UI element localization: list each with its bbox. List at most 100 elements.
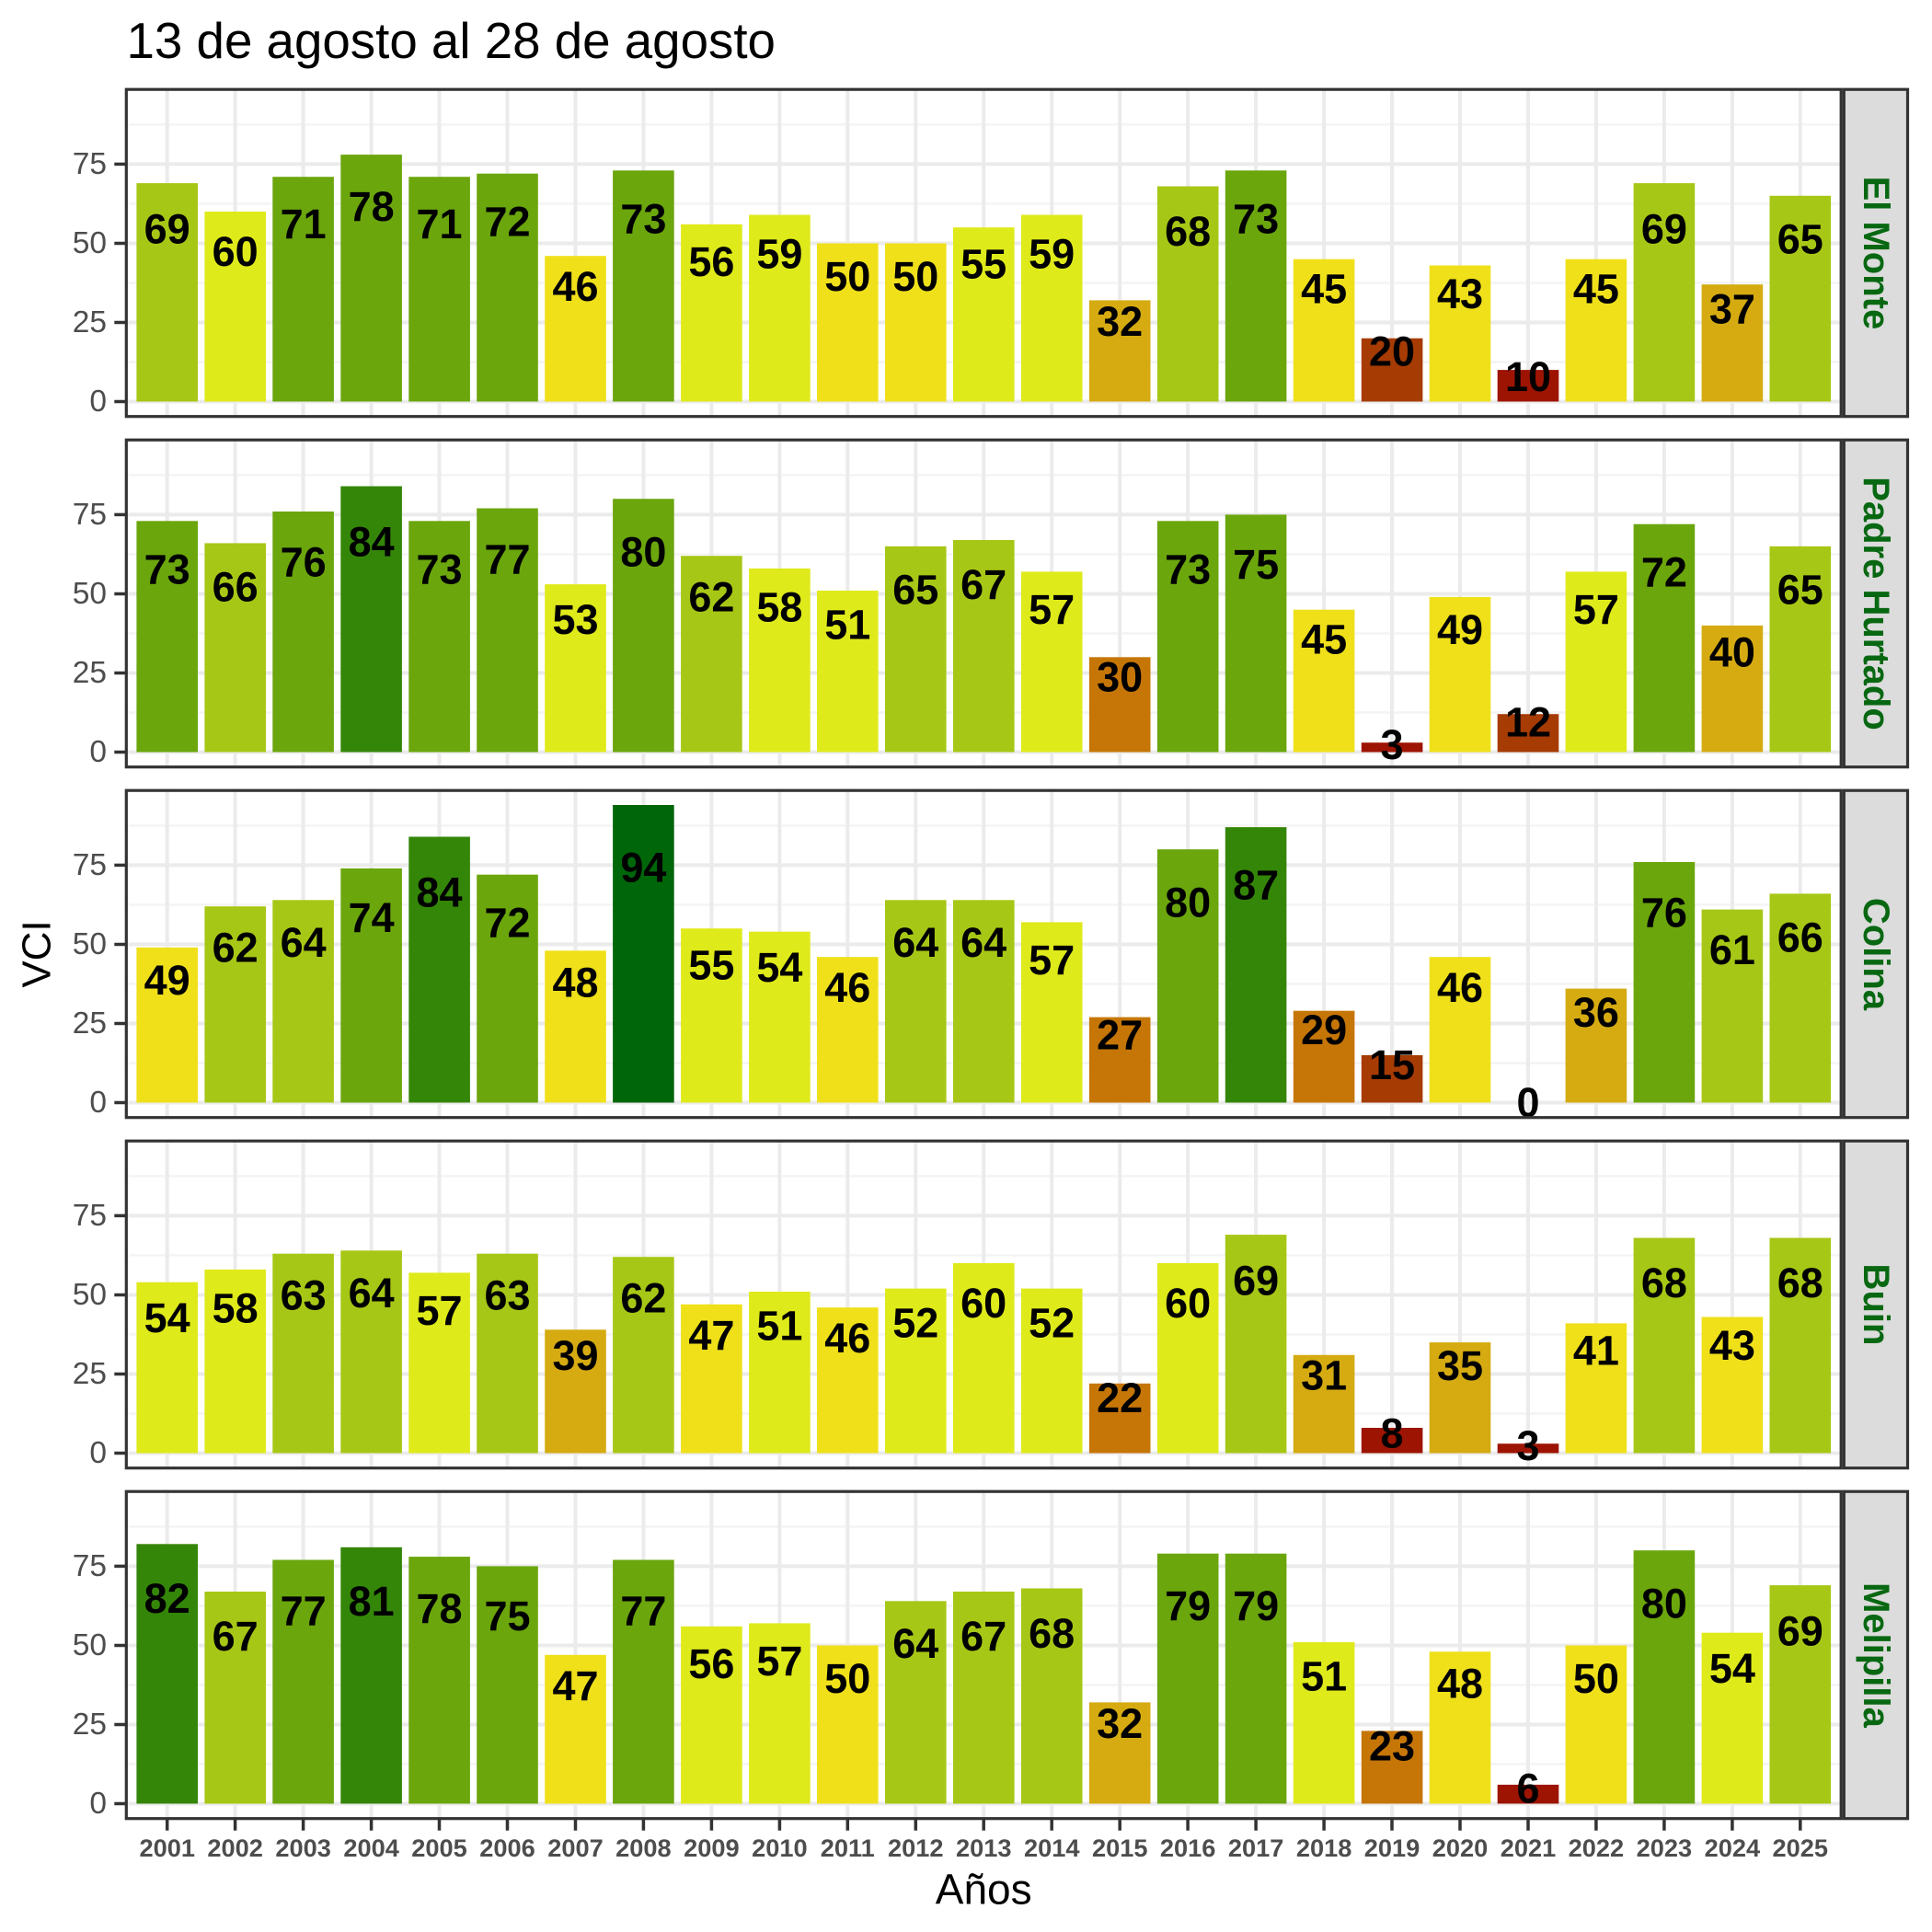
svg-text:3: 3 (1380, 721, 1403, 768)
svg-text:45: 45 (1301, 616, 1347, 663)
svg-text:50: 50 (73, 1278, 107, 1312)
svg-text:Melipilla: Melipilla (1856, 1582, 1896, 1729)
svg-text:79: 79 (1233, 1582, 1279, 1629)
svg-text:43: 43 (1709, 1322, 1755, 1369)
svg-text:45: 45 (1301, 266, 1347, 313)
svg-text:55: 55 (688, 942, 734, 989)
svg-text:67: 67 (213, 1613, 259, 1660)
svg-text:56: 56 (688, 238, 734, 285)
svg-text:25: 25 (73, 1357, 107, 1391)
svg-text:75: 75 (73, 498, 107, 532)
svg-text:48: 48 (1437, 1661, 1483, 1708)
svg-text:57: 57 (1029, 586, 1075, 633)
svg-text:50: 50 (73, 226, 107, 260)
svg-text:2010: 2010 (752, 1834, 807, 1862)
svg-text:54: 54 (756, 944, 802, 991)
svg-text:2015: 2015 (1092, 1834, 1147, 1862)
svg-text:56: 56 (688, 1640, 734, 1687)
svg-text:66: 66 (1777, 914, 1823, 961)
svg-text:46: 46 (824, 964, 870, 1011)
svg-text:60: 60 (1165, 1280, 1211, 1327)
svg-text:75: 75 (73, 848, 107, 882)
svg-text:32: 32 (1097, 1700, 1143, 1747)
svg-text:6: 6 (1516, 1765, 1539, 1812)
svg-text:13 de agosto al 28 de agosto: 13 de agosto al 28 de agosto (127, 12, 776, 69)
svg-text:65: 65 (1777, 566, 1823, 613)
svg-text:2006: 2006 (479, 1834, 535, 1862)
svg-text:55: 55 (960, 241, 1006, 288)
svg-text:79: 79 (1165, 1582, 1211, 1629)
svg-text:80: 80 (1641, 1581, 1687, 1627)
svg-text:75: 75 (484, 1593, 530, 1639)
svg-text:50: 50 (1573, 1655, 1619, 1702)
svg-text:2014: 2014 (1024, 1834, 1079, 1862)
svg-text:65: 65 (1777, 215, 1823, 262)
svg-text:VCI: VCI (15, 920, 60, 987)
svg-text:62: 62 (213, 925, 259, 972)
svg-text:68: 68 (1029, 1610, 1075, 1657)
svg-text:75: 75 (73, 1549, 107, 1583)
svg-text:73: 73 (620, 196, 666, 243)
svg-text:25: 25 (73, 1708, 107, 1742)
svg-text:71: 71 (416, 201, 462, 247)
svg-text:73: 73 (416, 546, 462, 593)
svg-text:67: 67 (960, 1613, 1006, 1660)
svg-text:51: 51 (1301, 1652, 1347, 1699)
svg-text:75: 75 (1233, 541, 1279, 588)
svg-text:78: 78 (416, 1585, 462, 1632)
svg-text:12: 12 (1505, 698, 1551, 745)
svg-text:82: 82 (144, 1575, 190, 1622)
svg-text:64: 64 (349, 1270, 395, 1317)
svg-text:35: 35 (1437, 1342, 1483, 1389)
svg-text:2008: 2008 (615, 1834, 671, 1862)
svg-text:57: 57 (416, 1287, 462, 1334)
svg-text:2024: 2024 (1705, 1834, 1760, 1862)
svg-text:57: 57 (1029, 937, 1075, 983)
svg-text:47: 47 (552, 1662, 598, 1709)
svg-text:77: 77 (281, 1588, 327, 1635)
svg-text:2025: 2025 (1773, 1834, 1828, 1862)
svg-text:74: 74 (349, 894, 395, 941)
svg-text:0: 0 (89, 1787, 107, 1821)
svg-text:43: 43 (1437, 270, 1483, 317)
svg-text:25: 25 (73, 656, 107, 690)
svg-text:50: 50 (73, 1628, 107, 1662)
svg-text:2011: 2011 (821, 1834, 875, 1862)
svg-text:50: 50 (73, 577, 107, 611)
svg-text:22: 22 (1097, 1374, 1143, 1421)
svg-text:77: 77 (484, 536, 530, 583)
svg-text:El Monte: El Monte (1856, 177, 1896, 330)
svg-text:36: 36 (1573, 989, 1619, 1036)
svg-text:Colina: Colina (1856, 898, 1896, 1011)
svg-text:80: 80 (620, 529, 666, 576)
svg-text:57: 57 (1573, 586, 1619, 633)
svg-text:2023: 2023 (1637, 1834, 1692, 1862)
svg-text:2017: 2017 (1228, 1834, 1283, 1862)
svg-text:78: 78 (349, 183, 395, 230)
svg-text:73: 73 (1233, 196, 1279, 243)
svg-text:32: 32 (1097, 298, 1143, 345)
svg-text:77: 77 (620, 1588, 666, 1635)
svg-text:25: 25 (73, 305, 107, 339)
svg-text:75: 75 (73, 147, 107, 181)
svg-text:76: 76 (281, 538, 327, 585)
svg-text:46: 46 (824, 1315, 870, 1362)
svg-text:2007: 2007 (547, 1834, 603, 1862)
svg-text:64: 64 (892, 919, 938, 966)
svg-text:69: 69 (144, 205, 190, 252)
svg-text:40: 40 (1709, 628, 1755, 675)
svg-text:60: 60 (213, 228, 259, 275)
svg-text:52: 52 (892, 1300, 938, 1347)
svg-text:84: 84 (416, 869, 462, 916)
svg-text:2003: 2003 (275, 1834, 330, 1862)
svg-text:41: 41 (1573, 1328, 1619, 1374)
svg-text:94: 94 (620, 845, 666, 891)
svg-text:63: 63 (484, 1272, 530, 1319)
svg-text:72: 72 (484, 899, 530, 946)
svg-text:53: 53 (552, 596, 598, 643)
svg-text:0: 0 (89, 735, 107, 769)
svg-text:64: 64 (960, 919, 1006, 966)
svg-text:46: 46 (1437, 964, 1483, 1011)
svg-text:45: 45 (1573, 266, 1619, 313)
svg-text:27: 27 (1097, 1012, 1143, 1059)
